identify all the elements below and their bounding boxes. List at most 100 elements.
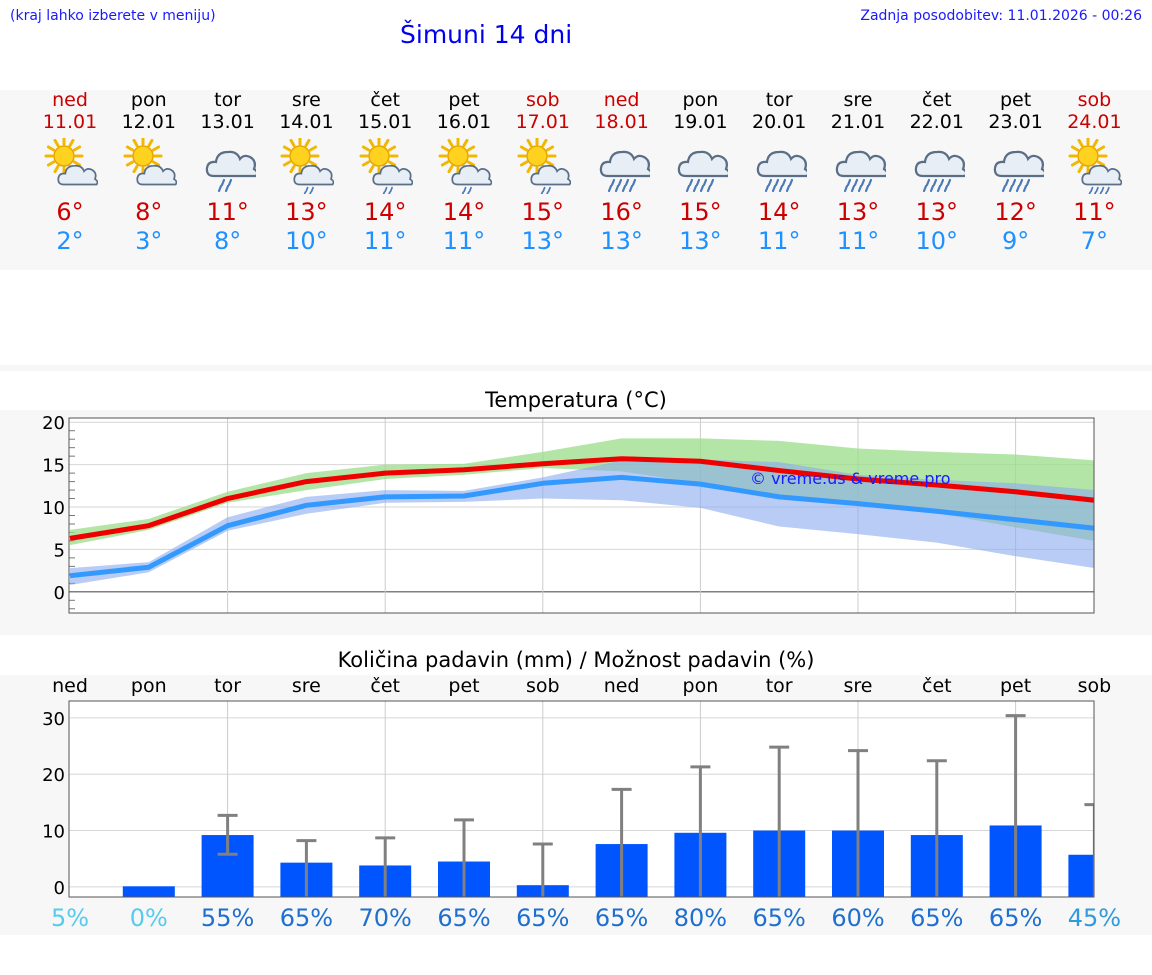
day-name: ned: [603, 89, 640, 111]
day-date: 12.01: [121, 111, 176, 133]
precip-day-label: ned: [603, 675, 640, 697]
precip-day-label: ned: [52, 675, 88, 697]
temp-min: 13°: [521, 227, 565, 255]
temp-max: 6°: [56, 198, 84, 226]
precip-day-label: pon: [682, 675, 719, 697]
day-date: 20.01: [751, 111, 807, 133]
day-name: sre: [291, 89, 321, 111]
temp-max: 14°: [442, 198, 486, 226]
day-name: tor: [214, 89, 242, 111]
day-name: čet: [370, 89, 400, 111]
temp-max: 14°: [363, 198, 407, 226]
location-hint: (kraj lahko izberete v meniju): [10, 8, 216, 24]
precip-chance-label: 65%: [910, 904, 964, 932]
day-date: 18.01: [594, 111, 649, 133]
last-update: Zadnja posodobitev: 11.01.2026 - 00:26: [860, 8, 1142, 24]
precip-bar: [122, 886, 175, 897]
precip-chance-label: 70%: [358, 904, 412, 932]
temp-min: 11°: [757, 227, 801, 255]
precip-day-label: pet: [999, 675, 1032, 697]
sun-cloud-heavy-rain-icon: [1066, 136, 1123, 198]
precip-day-label: pet: [448, 675, 480, 697]
precip-day-label: čet: [370, 675, 400, 697]
temp-max: 11°: [206, 198, 249, 226]
temp-min: 9°: [1001, 227, 1030, 255]
day-name: pon: [682, 89, 719, 111]
temp-min: 13°: [679, 227, 722, 255]
day-date: 14.01: [279, 111, 334, 133]
y-tick-label: 0: [54, 878, 65, 899]
day-date: 15.01: [357, 111, 413, 133]
precip-day-label: sob: [526, 675, 560, 697]
precip-day-label: sre: [843, 675, 873, 697]
day-name: čet: [922, 89, 952, 111]
precip-day-label: čet: [922, 675, 952, 697]
cloud-heavy-rain-icon: [672, 138, 731, 194]
day-name: sob: [526, 89, 560, 111]
temp-min: 3°: [135, 227, 163, 255]
precip-chance-label: 65%: [279, 904, 334, 932]
min-temp-line: [69, 474, 1094, 579]
sun-cloud-rain-icon: [357, 136, 414, 198]
max-temp-line: [69, 456, 1094, 541]
day-date: 17.01: [515, 111, 570, 133]
y-tick-label: 20: [42, 765, 65, 786]
precip-chance-label: 65%: [988, 904, 1043, 932]
precip-chance-label: 5%: [50, 904, 90, 932]
temp-max: 13°: [285, 198, 328, 226]
temp-max: 12°: [994, 198, 1037, 226]
temp-max: 14°: [757, 198, 801, 226]
temp-max: 16°: [600, 198, 643, 226]
precip-chance-label: 65%: [594, 904, 649, 932]
day-date: 13.01: [200, 111, 255, 133]
day-date: 24.01: [1067, 111, 1122, 133]
page-title: Šimuni 14 dni: [400, 20, 573, 49]
temp-max: 13°: [915, 198, 959, 226]
plot-frame: [68, 700, 1095, 898]
day-date: 16.01: [436, 111, 492, 133]
temp-min: 11°: [442, 227, 486, 255]
precipitation-chart: 0 10 20 30: [42, 700, 1095, 899]
temp-min: 13°: [600, 227, 643, 255]
y-tick-label: 20: [42, 413, 65, 434]
temp-min: 7°: [1080, 227, 1109, 255]
temp-min: 10°: [915, 227, 959, 255]
max-temp-band: [70, 438, 1094, 546]
cloud-heavy-rain-icon: [909, 138, 968, 194]
min-temp-band: [70, 459, 1094, 586]
day-date: 21.01: [830, 111, 886, 133]
cloud-heavy-rain-icon: [988, 138, 1046, 194]
day-name: pon: [130, 89, 167, 111]
temp-min: 11°: [363, 227, 407, 255]
precip-day-label: tor: [214, 675, 242, 697]
precip-chance-label: 0%: [129, 904, 168, 932]
precip-chance-label: 65%: [752, 904, 806, 932]
temperature-chart: 0 5 10 15 20 © vreme.us & vreme.pro: [42, 413, 1095, 614]
cloud-heavy-rain-icon: [830, 138, 889, 194]
precip-day-label: sob: [1077, 675, 1112, 697]
temp-max: 15°: [521, 198, 565, 226]
sun-cloud-rain-icon: [515, 136, 572, 198]
day-name: pet: [999, 89, 1032, 111]
precip-chance-label: 45%: [1067, 904, 1122, 932]
precip-bar: [1068, 854, 1094, 897]
day-name: pet: [448, 89, 480, 111]
sun-cloud-rain-icon: [436, 136, 493, 198]
y-tick-label: 10: [42, 498, 65, 519]
day-date: 19.01: [673, 111, 728, 133]
precip-chance-label: 65%: [516, 904, 570, 932]
forecast-band: [0, 90, 1152, 270]
temp-max: 15°: [679, 198, 722, 226]
y-tick-label: 10: [42, 822, 65, 843]
precip-day-label: tor: [765, 675, 793, 697]
y-tick-label: 30: [42, 709, 65, 730]
day-date: 11.01: [42, 111, 98, 133]
temp-min: 10°: [285, 227, 328, 255]
cloud-rain-icon: [200, 138, 258, 194]
precip-chance-label: 80%: [673, 904, 728, 932]
y-tick-label: 5: [54, 540, 65, 561]
temp-max: 11°: [1073, 198, 1116, 226]
day-name: tor: [765, 89, 793, 111]
precip-day-label: sre: [291, 675, 321, 697]
sun-cloud-icon: [42, 136, 99, 194]
